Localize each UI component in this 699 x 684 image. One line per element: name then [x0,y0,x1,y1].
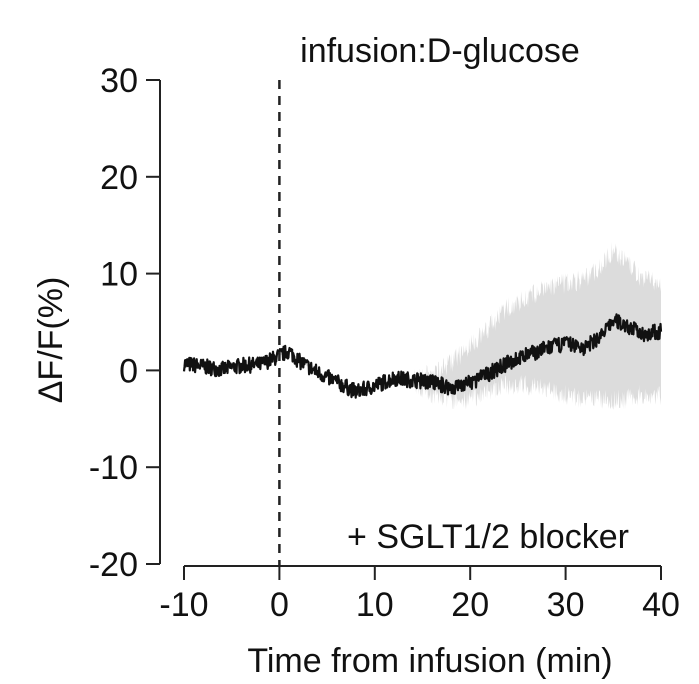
x-tick-label: 0 [270,586,289,624]
y-tick-label: -10 [89,449,138,487]
y-tick-label: -20 [89,546,138,584]
infusion-annotation: infusion:D-glucose [300,32,580,70]
y-axis-title: ΔF/F(%) [32,277,70,404]
confidence-band [184,241,661,410]
x-tick-label: 40 [642,586,680,624]
x-tick-label: -10 [159,586,208,624]
y-tick-label: 0 [119,352,138,390]
y-tick-label: 30 [100,62,138,100]
x-axis: -10 0 10 20 30 40 [159,565,680,624]
y-tick-label: 10 [100,256,138,294]
confidence-band-layer [184,241,661,410]
x-axis-title: Time from infusion (min) [247,642,612,680]
x-tick-label: 30 [547,586,585,624]
condition-annotation: + SGLT1/2 blocker [347,518,629,556]
x-tick-label: 10 [356,586,394,624]
x-tick-label: 20 [451,586,489,624]
mean-trace-line [182,313,663,399]
y-tick-label: 20 [100,159,138,197]
line-layer [182,313,663,399]
y-axis: -20 -10 0 10 20 30 [89,62,161,584]
